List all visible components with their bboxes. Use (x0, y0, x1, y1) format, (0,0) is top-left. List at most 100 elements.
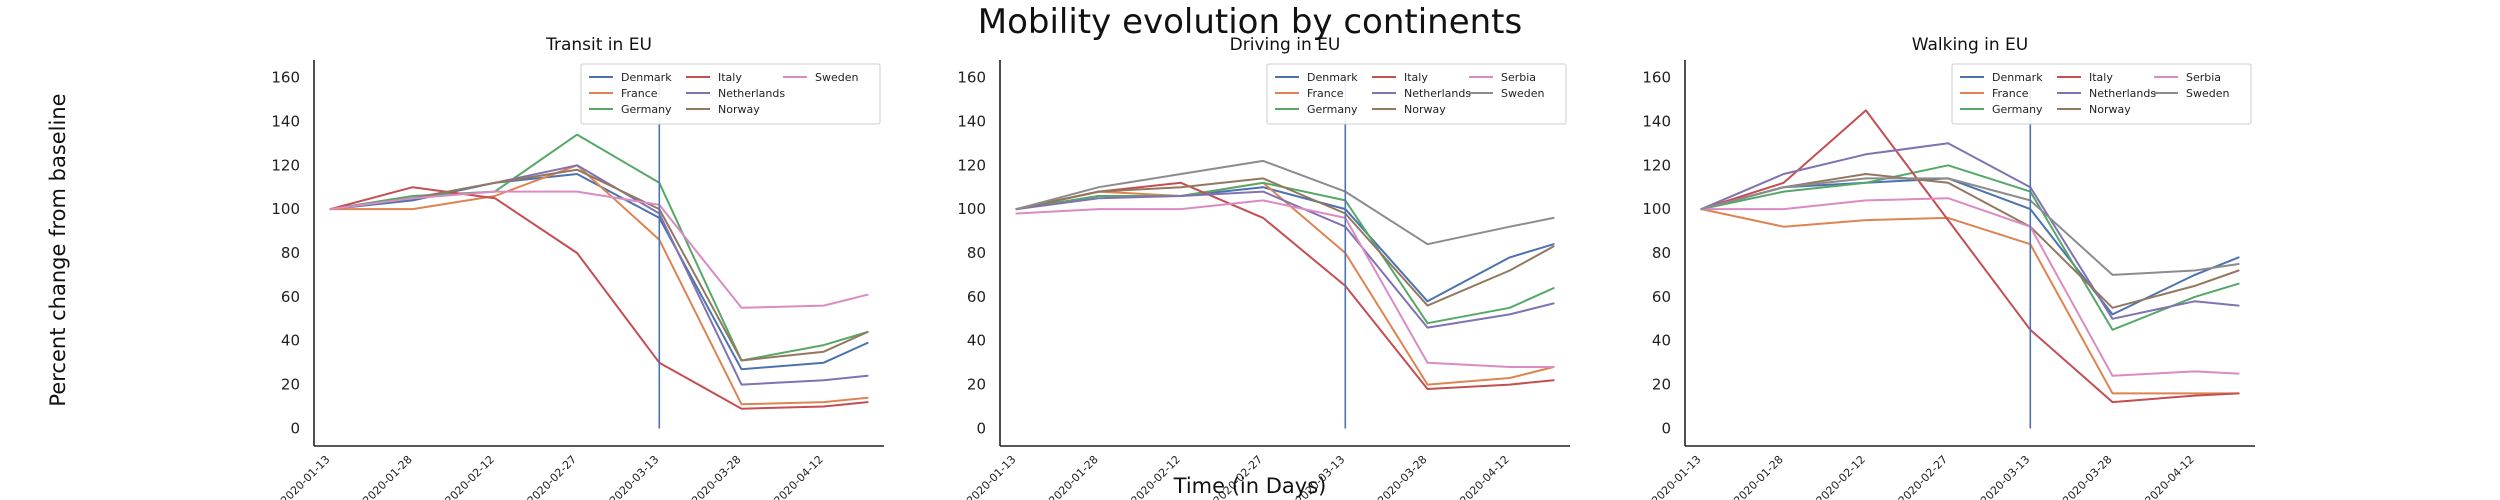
x-tick-label: 2020-01-13 (964, 453, 1018, 500)
series-line-france (329, 164, 869, 406)
legend-label: France (621, 87, 658, 100)
chart-panel-3: Walking in EU 0 20 40 60 80 100 120 140 160 2020-0… (1642, 35, 2255, 500)
legend-label: France (1992, 87, 2029, 100)
y-tick-label: 160 (271, 69, 300, 87)
legend-label: Serbia (2186, 71, 2221, 84)
y-tick-label: 140 (957, 112, 986, 130)
x-tick-label: 2020-01-28 (1046, 453, 1100, 500)
legend-label: Denmark (621, 71, 672, 84)
legend-box (1951, 63, 2252, 125)
series-line-germany (329, 133, 869, 362)
x-tick-label: 2020-04-12 (2142, 453, 2196, 500)
y-tick-label: 140 (1642, 112, 1671, 130)
x-tick-label: 2020-03-28 (689, 453, 743, 500)
x-tick-label: 2020-03-13 (607, 453, 661, 500)
y-tick-label: 80 (281, 244, 300, 262)
series-line-italy (329, 186, 869, 410)
y-tick-label: 120 (1642, 156, 1671, 174)
y-tick-label: 40 (281, 332, 300, 350)
legend-label: Netherlands (718, 87, 785, 100)
legend-label: Netherlands (1404, 87, 1471, 100)
chart-panel-2: Driving in EU 0 20 40 60 80 100 120 140 160 2020-0… (957, 35, 1570, 500)
series-line-france (1015, 181, 1555, 386)
figure-title: Mobility evolution by continents (977, 2, 1523, 42)
x-tick-label: 2020-02-12 (443, 453, 497, 500)
y-tick-label: 20 (281, 376, 300, 394)
x-tick-label: 2020-01-28 (360, 453, 414, 500)
y-tick-label: 0 (1661, 419, 1671, 437)
y-tick-label: 160 (1642, 69, 1671, 87)
x-tick-label: 2020-03-13 (1978, 453, 2032, 500)
y-tick-label: 120 (271, 156, 300, 174)
y-tick-label: 160 (957, 69, 986, 87)
legend-box (580, 63, 881, 125)
series-line-france (1700, 208, 2240, 395)
x-tick-label: 2020-01-13 (278, 453, 332, 500)
y-tick-label: 20 (1652, 376, 1671, 394)
legend-label: Germany (1992, 103, 2043, 116)
legend-label: Denmark (1307, 71, 1358, 84)
x-tick-label: 2020-04-12 (771, 453, 825, 500)
panel-title: Walking in EU (1912, 35, 2029, 55)
series-line-denmark (1700, 177, 2240, 316)
legend-label: France (1307, 87, 1344, 100)
legend: Denmark France Germany Italy Netherlands Norw… (1266, 63, 1567, 125)
series-line-norway (1700, 173, 2240, 309)
y-tick-label: 40 (1652, 332, 1671, 350)
y-tick-label: 80 (1652, 244, 1671, 262)
series-line-sweden (329, 190, 869, 309)
legend-label: Italy (718, 71, 742, 84)
x-tick-label: 2020-01-13 (1649, 453, 1703, 500)
y-tick-label: 60 (281, 288, 300, 306)
series-line-serbia (1015, 199, 1555, 368)
legend-label: Sweden (1501, 87, 1544, 100)
series-line-netherlands (1015, 190, 1555, 329)
series-line-norway (1015, 177, 1555, 307)
legend-label: Serbia (1501, 71, 1536, 84)
series-line-norway (329, 168, 869, 362)
series-line-serbia (1700, 197, 2240, 377)
legend-label: Sweden (2186, 87, 2229, 100)
legend-label: Norway (1404, 103, 1446, 116)
x-tick-label: 2020-03-28 (2060, 453, 2114, 500)
series-line-germany (1015, 181, 1555, 325)
legend-label: Germany (1307, 103, 1358, 116)
y-tick-label: 20 (967, 376, 986, 394)
legend-box (1266, 63, 1567, 125)
y-tick-label: 100 (271, 200, 300, 218)
y-tick-label: 0 (976, 419, 986, 437)
series-line-germany (1700, 164, 2240, 331)
legend-label: Norway (2089, 103, 2131, 116)
y-tick-label: 60 (967, 288, 986, 306)
series-line-denmark (329, 173, 869, 371)
y-tick-label: 100 (957, 200, 986, 218)
x-tick-label: 2020-03-13 (1293, 453, 1347, 500)
y-tick-label: 0 (290, 419, 300, 437)
x-tick-label: 2020-04-12 (1457, 453, 1511, 500)
legend-label: Sweden (815, 71, 858, 84)
x-tick-label: 2020-01-28 (1731, 453, 1785, 500)
series-line-sweden (1015, 159, 1555, 246)
panel-title: Transit in EU (545, 35, 652, 55)
chart-panel-1: Transit in EU 0 20 40 60 80 100 120 140 160 2020-0… (271, 35, 884, 500)
legend-label: Italy (2089, 71, 2113, 84)
y-tick-label: 120 (957, 156, 986, 174)
x-tick-label: 2020-02-27 (525, 453, 579, 500)
y-tick-label: 100 (1642, 200, 1671, 218)
y-tick-label: 40 (967, 332, 986, 350)
x-tick-label: 2020-02-27 (1211, 453, 1265, 500)
series-line-sweden (1700, 177, 2240, 276)
x-tick-label: 2020-02-12 (1814, 453, 1868, 500)
x-tick-label: 2020-02-12 (1129, 453, 1183, 500)
x-tick-label: 2020-03-28 (1375, 453, 1429, 500)
legend: Denmark France Germany Italy Netherlands Norw… (1951, 63, 2252, 125)
y-tick-label: 80 (967, 244, 986, 262)
legend-label: Norway (718, 103, 760, 116)
series-line-netherlands (1700, 142, 2240, 320)
x-axis-label: Time (in Days) (1173, 474, 1327, 498)
x-tick-label: 2020-02-27 (1896, 453, 1950, 500)
y-tick-label: 140 (271, 112, 300, 130)
y-tick-label: 60 (1652, 288, 1671, 306)
